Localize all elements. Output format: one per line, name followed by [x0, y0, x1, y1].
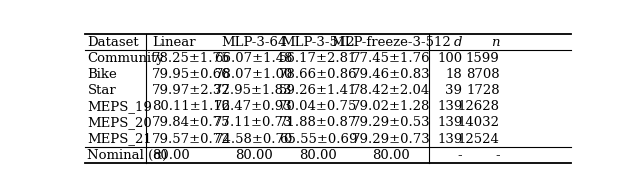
Text: MEPS_19: MEPS_19 — [88, 100, 152, 113]
Text: 39: 39 — [445, 84, 463, 97]
Text: 74.58±0.70: 74.58±0.70 — [214, 132, 292, 146]
Text: 72.95±1.83: 72.95±1.83 — [214, 84, 293, 97]
Text: d: d — [454, 36, 463, 49]
Text: n: n — [491, 36, 500, 49]
Text: 80.00: 80.00 — [235, 149, 273, 162]
Text: 1599: 1599 — [466, 52, 500, 65]
Text: -: - — [458, 149, 463, 162]
Text: Star: Star — [88, 84, 116, 97]
Text: MLP-3-512: MLP-3-512 — [281, 36, 355, 49]
Text: 80.00: 80.00 — [152, 149, 189, 162]
Text: 77.45±1.76: 77.45±1.76 — [352, 52, 431, 65]
Text: 70.04±0.75: 70.04±0.75 — [279, 100, 357, 113]
Text: 12628: 12628 — [458, 100, 500, 113]
Text: 56.17±2.81: 56.17±2.81 — [279, 52, 357, 65]
Text: 79.84±0.75: 79.84±0.75 — [152, 116, 230, 129]
Text: 18: 18 — [445, 68, 463, 81]
Text: 65.55±0.69: 65.55±0.69 — [279, 132, 357, 146]
Text: MLP-freeze-3-512: MLP-freeze-3-512 — [332, 36, 451, 49]
Text: 79.29±0.73: 79.29±0.73 — [352, 132, 431, 146]
Text: 78.07±1.00: 78.07±1.00 — [214, 68, 292, 81]
Text: 66.07±1.48: 66.07±1.48 — [214, 52, 293, 65]
Text: 80.00: 80.00 — [372, 149, 410, 162]
Text: -: - — [495, 149, 500, 162]
Text: 59.26±1.41: 59.26±1.41 — [279, 84, 357, 97]
Text: Nominal (α): Nominal (α) — [88, 149, 168, 162]
Text: 80.11±1.12: 80.11±1.12 — [152, 100, 230, 113]
Text: Bike: Bike — [88, 68, 117, 81]
Text: 100: 100 — [437, 52, 463, 65]
Text: MEPS_20: MEPS_20 — [88, 116, 152, 129]
Text: 79.95±0.66: 79.95±0.66 — [152, 68, 230, 81]
Text: MLP-3-64: MLP-3-64 — [221, 36, 286, 49]
Text: 80.00: 80.00 — [300, 149, 337, 162]
Text: 14032: 14032 — [458, 116, 500, 129]
Text: 77.11±0.73: 77.11±0.73 — [214, 116, 293, 129]
Text: 1728: 1728 — [466, 84, 500, 97]
Text: 79.97±2.37: 79.97±2.37 — [152, 84, 231, 97]
Text: MEPS_21: MEPS_21 — [88, 132, 152, 146]
Text: Linear: Linear — [152, 36, 196, 49]
Text: 8708: 8708 — [466, 68, 500, 81]
Text: 76.47±0.93: 76.47±0.93 — [214, 100, 293, 113]
Text: 79.02±1.28: 79.02±1.28 — [352, 100, 431, 113]
Text: 12524: 12524 — [458, 132, 500, 146]
Text: 79.57±0.72: 79.57±0.72 — [152, 132, 230, 146]
Text: 139: 139 — [437, 100, 463, 113]
Text: 79.29±0.53: 79.29±0.53 — [352, 116, 431, 129]
Text: 139: 139 — [437, 132, 463, 146]
Text: 78.66±0.86: 78.66±0.86 — [279, 68, 357, 81]
Text: 79.46±0.83: 79.46±0.83 — [352, 68, 431, 81]
Text: 78.25±1.75: 78.25±1.75 — [152, 52, 230, 65]
Text: Community: Community — [88, 52, 164, 65]
Text: Dataset: Dataset — [88, 36, 139, 49]
Text: 78.42±2.04: 78.42±2.04 — [352, 84, 430, 97]
Text: 139: 139 — [437, 116, 463, 129]
Text: 71.88±0.87: 71.88±0.87 — [279, 116, 357, 129]
